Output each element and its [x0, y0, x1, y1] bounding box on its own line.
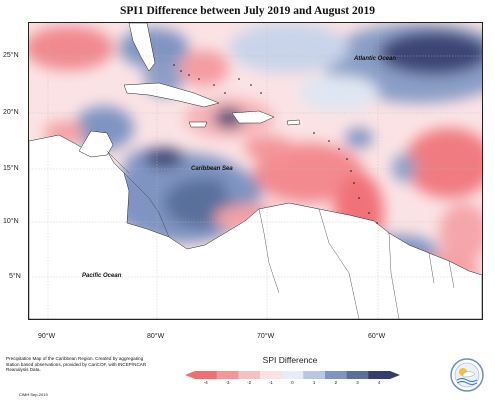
map-title: SPI1 Difference between July 2019 and Au… [119, 5, 376, 17]
x-tick-label: 60°W [368, 333, 386, 340]
legend-swatch [238, 371, 261, 379]
legend-swatch [368, 371, 391, 379]
legend-tick-label: 1 [312, 380, 316, 385]
y-tick-label: 15°N [3, 165, 19, 172]
legend-tick-label: -3 [225, 380, 230, 385]
legend-tick-label: -1 [268, 380, 273, 385]
y-tick-label: 25°N [3, 52, 19, 59]
country-borders [106, 150, 455, 319]
legend-swatch [325, 371, 347, 379]
legend-swatch [195, 371, 217, 379]
legend-swatch [303, 371, 326, 379]
x-tick-label: 80°W [147, 333, 165, 340]
land-areas [29, 23, 482, 319]
legend-tick-label: 2 [334, 380, 338, 385]
cimh-logo-icon [450, 358, 484, 392]
island-dots [173, 64, 378, 224]
legend-tick-label: -2 [247, 380, 252, 385]
x-tick-label: 90°W [38, 333, 56, 340]
legend-swatch [260, 371, 282, 379]
y-tick-label: 5°N [9, 273, 21, 280]
spi-difference-map [29, 23, 482, 319]
y-tick-label: 20°N [3, 109, 19, 116]
gridlines [29, 23, 482, 319]
x-tick-label: 70°W [257, 333, 275, 340]
legend-arrow-high [390, 371, 400, 379]
credit-text: CIMH Sep-2019 [19, 392, 48, 397]
cimh-logo [449, 357, 485, 393]
legend-swatch [346, 371, 369, 379]
legend-tick-label: 3 [356, 380, 359, 385]
legend-swatch [281, 371, 304, 379]
pacific-ocean-label: Pacific Ocean [82, 273, 122, 279]
map-frame: Atlantic Ocean Caribbean Sea Pacific Oce… [28, 22, 483, 320]
legend-swatch [216, 371, 239, 379]
y-tick-label: 10°N [3, 218, 19, 225]
atlantic-ocean-label: Atlantic Ocean [354, 56, 397, 62]
legend-tick-label: -4 [203, 380, 208, 385]
map-description-note: Precipitation Map of the Caribbean Regio… [6, 356, 147, 373]
legend-colorbar [185, 371, 400, 379]
legend-tick-label: 0 [291, 380, 294, 385]
caribbean-sea-label: Caribbean Sea [191, 166, 233, 172]
color-legend [185, 367, 400, 383]
legend-title: SPI Difference [262, 355, 318, 365]
legend-tick-label: 4 [377, 380, 381, 385]
legend-arrow-low [185, 371, 195, 379]
